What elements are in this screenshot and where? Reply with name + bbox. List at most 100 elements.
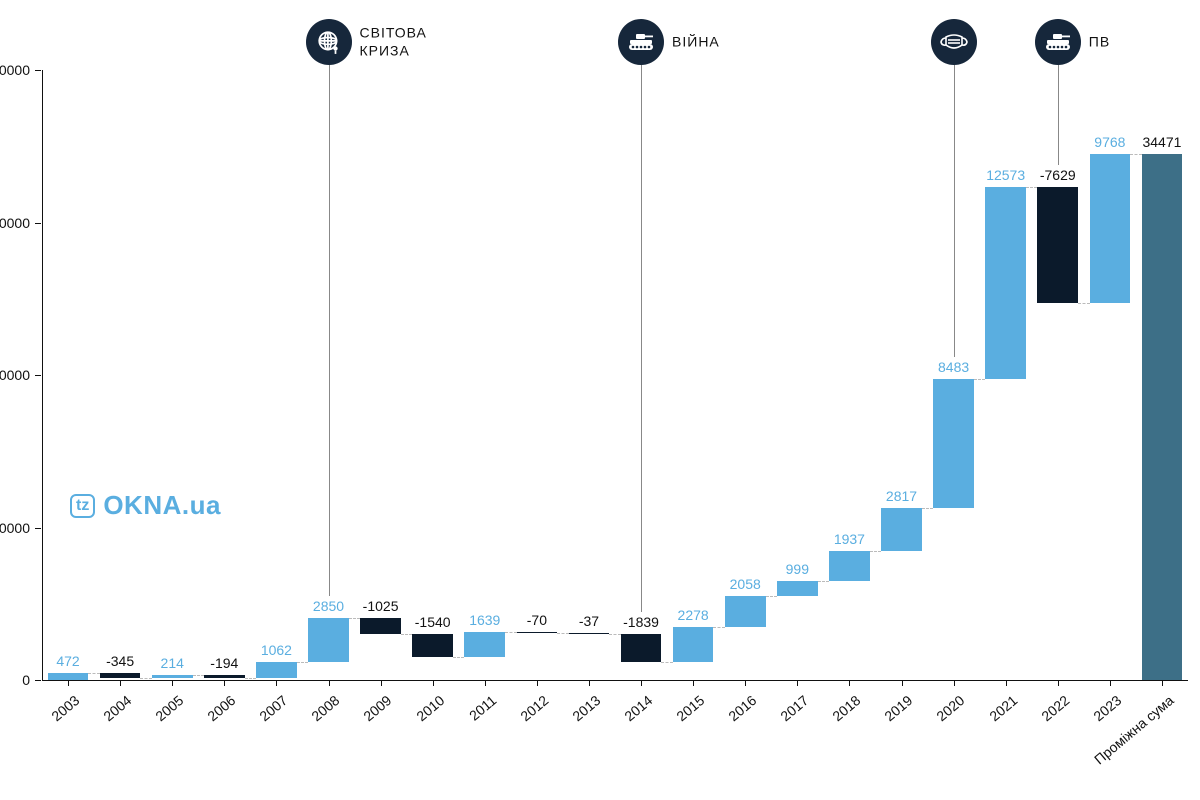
- x-tick: [120, 680, 121, 686]
- waterfall-bar: [360, 618, 401, 634]
- waterfall-bar: [100, 673, 141, 678]
- x-tick: [693, 680, 694, 686]
- waterfall-bar: [621, 634, 662, 662]
- bar-value-label: 999: [786, 561, 809, 577]
- x-tick-label: 2022: [1038, 692, 1072, 724]
- x-tick: [745, 680, 746, 686]
- bar-value-label: -70: [527, 612, 547, 628]
- x-tick: [1058, 680, 1059, 686]
- x-tick-label: 2015: [673, 692, 707, 724]
- x-tick-label: 2020: [934, 692, 968, 724]
- waterfall-bar: [308, 618, 349, 661]
- bar-value-label: 1639: [469, 612, 500, 628]
- event-marker-label: СВІТОВАКРИЗА: [360, 25, 427, 60]
- y-tick-label: 0: [22, 672, 30, 688]
- bar-value-label: -1839: [623, 614, 659, 630]
- x-tick: [1162, 680, 1163, 686]
- bar-value-label: -1025: [363, 598, 399, 614]
- waterfall-bar: [829, 551, 870, 581]
- bar-value-label: -345: [106, 653, 134, 669]
- x-tick-label: 2021: [986, 692, 1020, 724]
- waterfall-bar: [464, 632, 505, 657]
- bar-connector: [557, 633, 568, 634]
- waterfall-bar: [256, 662, 297, 678]
- bar-connector: [974, 379, 985, 380]
- x-tick-label: 2003: [48, 692, 82, 724]
- x-tick: [849, 680, 850, 686]
- x-tick-label: 2012: [517, 692, 551, 724]
- bar-connector: [453, 657, 464, 658]
- bar-connector: [661, 662, 672, 663]
- bar-connector: [401, 634, 412, 635]
- bar-connector: [713, 627, 724, 628]
- bar-value-label: -7629: [1040, 167, 1076, 183]
- bar-connector: [870, 551, 881, 552]
- x-tick: [1006, 680, 1007, 686]
- y-tick-label: 40000: [0, 62, 30, 78]
- bar-connector: [1130, 154, 1141, 155]
- bar-value-label: 9768: [1094, 134, 1125, 150]
- waterfall-bar: [933, 379, 974, 508]
- waterfall-bar: [204, 675, 245, 678]
- y-axis: [42, 70, 43, 680]
- bar-connector: [922, 508, 933, 509]
- x-tick: [902, 680, 903, 686]
- x-tick-label: 2004: [100, 692, 134, 724]
- x-tick-label: 2017: [777, 692, 811, 724]
- x-tick-label: 2010: [413, 692, 447, 724]
- x-tick-label: 2013: [569, 692, 603, 724]
- bar-value-label: 472: [56, 653, 79, 669]
- waterfall-bar: [517, 632, 558, 633]
- y-tick: [35, 528, 41, 529]
- x-tick: [329, 680, 330, 686]
- waterfall-bar: [1142, 154, 1183, 680]
- bar-value-label: -194: [210, 655, 238, 671]
- bar-value-label: 34471: [1142, 134, 1181, 150]
- waterfall-bar: [152, 675, 193, 678]
- bar-connector: [1026, 187, 1037, 188]
- event-marker-line: [1058, 63, 1059, 165]
- event-marker-line: [329, 63, 330, 596]
- x-tick-label: 2016: [725, 692, 759, 724]
- brand-logo-icon: tz: [70, 494, 95, 518]
- x-tick-label: 2018: [830, 692, 864, 724]
- waterfall-bar: [1037, 187, 1078, 303]
- x-tick: [433, 680, 434, 686]
- x-tick: [797, 680, 798, 686]
- x-tick: [68, 680, 69, 686]
- tank-icon: [1035, 19, 1081, 65]
- bar-value-label: 214: [161, 655, 184, 671]
- bar-connector: [245, 678, 256, 679]
- waterfall-bar: [881, 508, 922, 551]
- waterfall-bar: [725, 596, 766, 627]
- x-tick-label: 2007: [257, 692, 291, 724]
- bar-value-label: 12573: [986, 167, 1025, 183]
- tank-icon: [618, 19, 664, 65]
- waterfall-bar: [777, 581, 818, 596]
- bar-connector: [505, 632, 516, 633]
- waterfall-bar: [673, 627, 714, 662]
- x-tick-label: 2009: [361, 692, 395, 724]
- x-tick: [276, 680, 277, 686]
- x-tick: [172, 680, 173, 686]
- waterfall-bar: [985, 187, 1026, 379]
- y-tick: [35, 223, 41, 224]
- x-tick: [589, 680, 590, 686]
- event-marker-line: [954, 63, 955, 357]
- bar-value-label: -37: [579, 613, 599, 629]
- event-marker-label: ВІЙНА: [672, 33, 720, 51]
- waterfall-chart: 010000200003000040000472-345214-19410622…: [0, 0, 1200, 800]
- waterfall-bar: [48, 673, 89, 680]
- waterfall-bar: [412, 634, 453, 657]
- bar-connector: [297, 662, 308, 663]
- bar-connector: [349, 618, 360, 619]
- bar-connector: [193, 675, 204, 676]
- x-tick-label: 2008: [309, 692, 343, 724]
- bar-value-label: 1937: [834, 531, 865, 547]
- x-tick-label: 2019: [882, 692, 916, 724]
- bar-value-label: 2278: [678, 607, 709, 623]
- y-tick-label: 10000: [0, 520, 30, 536]
- x-tick: [381, 680, 382, 686]
- bar-connector: [1078, 303, 1089, 304]
- bar-connector: [88, 673, 99, 674]
